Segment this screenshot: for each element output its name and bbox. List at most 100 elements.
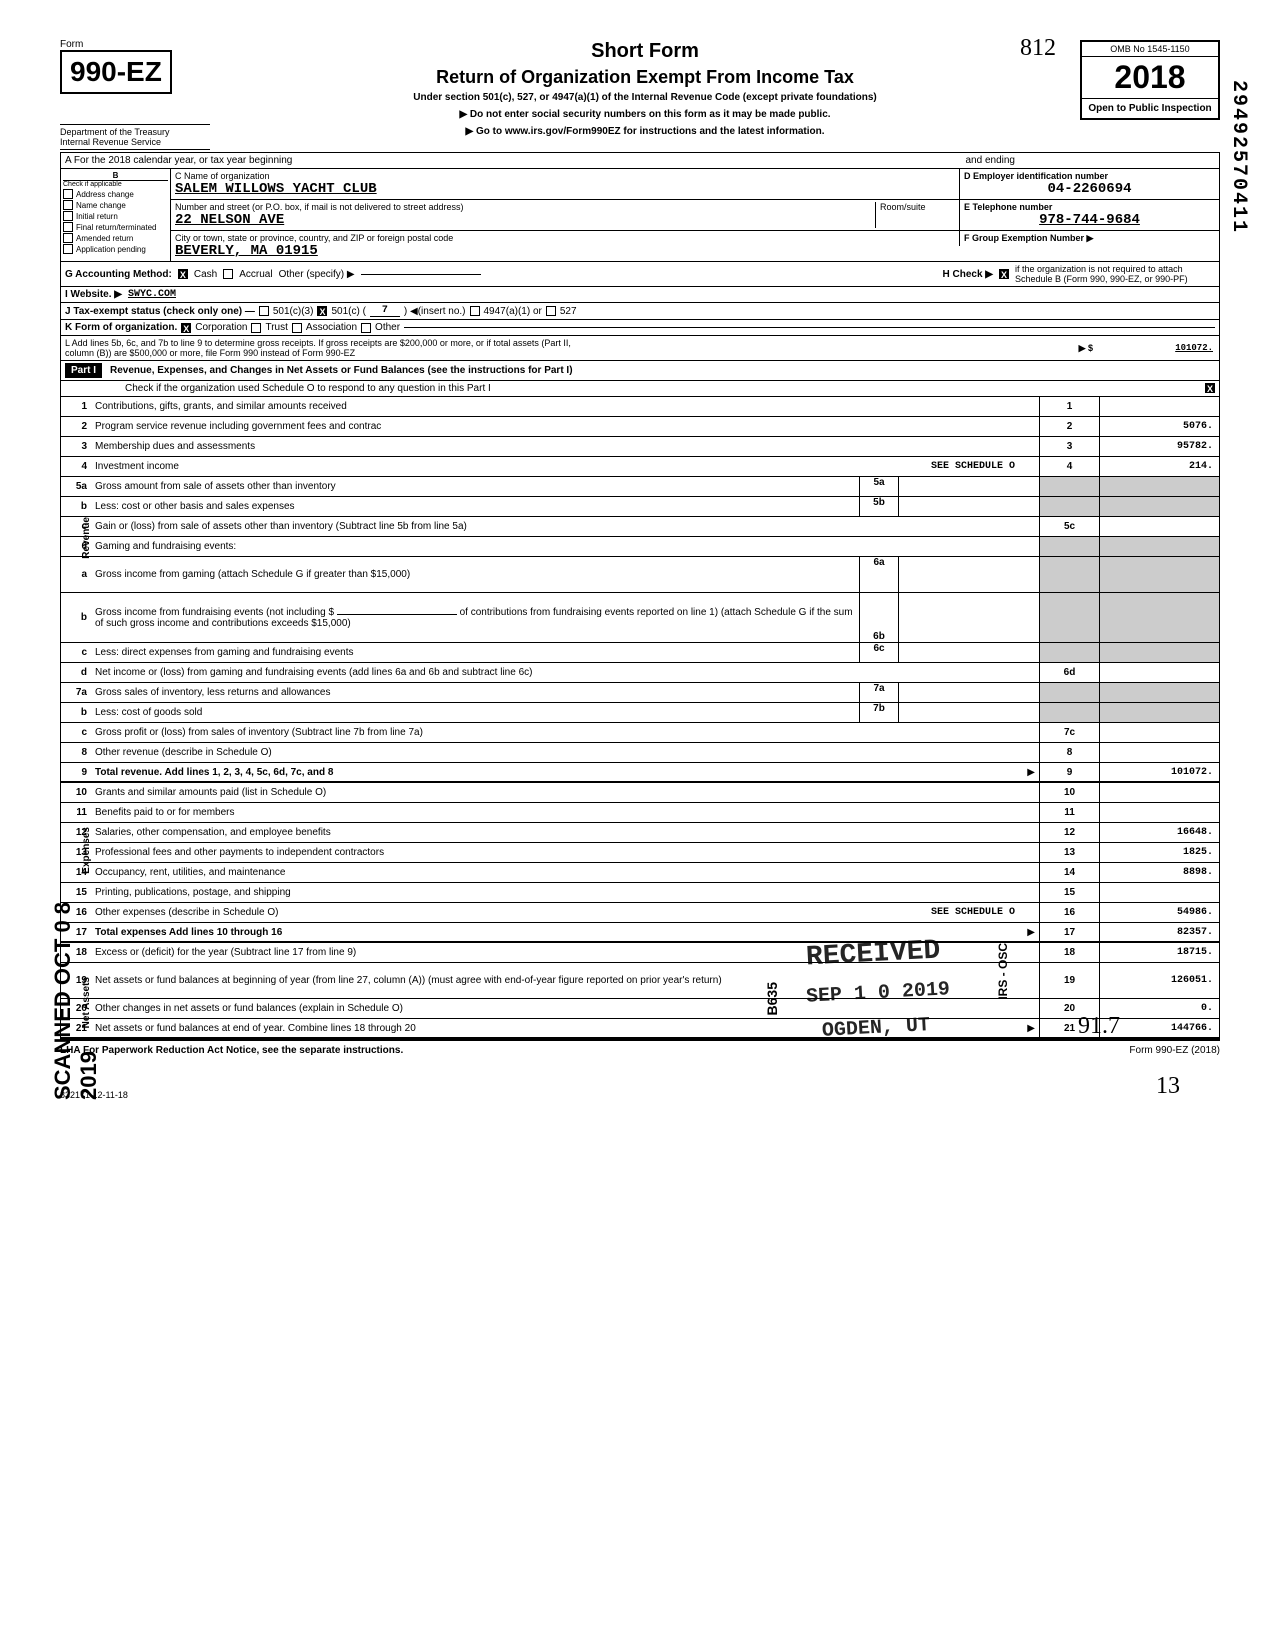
line-15: 15 Printing, publications, postage, and … — [61, 883, 1219, 903]
info-grid: B Check if applicable Address change Nam… — [60, 169, 1220, 262]
section-l: L Add lines 5b, 6c, and 7b to line 9 to … — [60, 336, 1220, 361]
checkbox-corporation[interactable]: X — [181, 323, 191, 333]
checkbox-initial-return[interactable] — [63, 211, 73, 221]
dept-label: Department of the Treasury Internal Reve… — [60, 124, 210, 150]
main-title: Return of Organization Exempt From Incom… — [210, 67, 1080, 88]
checkbox-501c3[interactable] — [259, 306, 269, 316]
section-f-label: F Group Exemption Number ▶ — [964, 233, 1215, 244]
line-7c: c Gross profit or (loss) from sales of i… — [61, 723, 1219, 743]
city-label: City or town, state or province, country… — [175, 233, 955, 243]
line-5b: b Less: cost or other basis and sales ex… — [61, 497, 1219, 517]
section-j: J Tax-exempt status (check only one) — 5… — [60, 303, 1220, 320]
checkbox-other-org[interactable] — [361, 323, 371, 333]
line-5c: c Gain or (loss) from sale of assets oth… — [61, 517, 1219, 537]
part1-check-row: Check if the organization used Schedule … — [60, 381, 1220, 397]
omb-number: OMB No 1545-1150 — [1082, 42, 1218, 57]
subtitle: Under section 501(c), 527, or 4947(a)(1)… — [210, 92, 1080, 103]
handwritten-page: 13 — [1156, 1073, 1180, 1100]
checkbox-cash[interactable]: X — [178, 269, 188, 279]
section-k: K Form of organization. X Corporation Tr… — [60, 320, 1220, 336]
website: SWYC.COM — [128, 289, 176, 300]
line-14-amount: 8898. — [1099, 863, 1219, 882]
line-17-amount: 82357. — [1099, 923, 1219, 941]
form-reference: Form 990-EZ (2018) — [1129, 1045, 1220, 1056]
line-17: 17 Total expenses Add lines 10 through 1… — [61, 923, 1219, 943]
line-18-amount: 18715. — [1099, 943, 1219, 962]
section-a: A For the 2018 calendar year, or tax yea… — [60, 152, 1220, 169]
line-16: 16 Other expenses (describe in Schedule … — [61, 903, 1219, 923]
line-2-amount: 5076. — [1099, 417, 1219, 436]
section-g-h: G Accounting Method: X Cash Accrual Othe… — [60, 262, 1220, 287]
paperwork-notice: LHA For Paperwork Reduction Act Notice, … — [60, 1045, 403, 1056]
form-prefix: Form — [60, 40, 210, 50]
line-14: 14 Occupancy, rent, utilities, and maint… — [61, 863, 1219, 883]
phone: 978-744-9684 — [964, 212, 1215, 228]
line-6b: b Gross income from fundraising events (… — [61, 593, 1219, 643]
side-document-number: 29492570411 — [1227, 80, 1250, 234]
line-2: 2 Program service revenue including gove… — [61, 417, 1219, 437]
checkbox-4947[interactable] — [470, 306, 480, 316]
revenue-label: Revenue — [81, 517, 92, 559]
line-4-amount: 214. — [1099, 457, 1219, 476]
handwritten-top: 812 — [1020, 35, 1056, 62]
line-13: 13 Professional fees and other payments … — [61, 843, 1219, 863]
form-number: 990-EZ — [60, 50, 172, 94]
section-a-label: A For the 2018 calendar year, or tax yea… — [65, 155, 966, 166]
checkbox-schedule-o[interactable]: X — [1205, 383, 1215, 393]
line-1: 1 Contributions, gifts, grants, and simi… — [61, 397, 1219, 417]
and-ending: and ending — [966, 155, 1016, 166]
line-6: 6 Gaming and fundraising events: — [61, 537, 1219, 557]
line-19-amount: 126051. — [1099, 963, 1219, 998]
line-19: 19 Net assets or fund balances at beginn… — [61, 963, 1219, 999]
checkbox-h[interactable]: X — [999, 269, 1009, 279]
line-6d: d Net income or (loss) from gaming and f… — [61, 663, 1219, 683]
line-16-amount: 54986. — [1099, 903, 1219, 922]
ein: 04-2260694 — [964, 181, 1215, 197]
short-form-title: Short Form — [210, 40, 1080, 63]
line-6a: a Gross income from gaming (attach Sched… — [61, 557, 1219, 593]
checkbox-name-change[interactable] — [63, 200, 73, 210]
goto-line: ▶ Go to www.irs.gov/Form990EZ for instru… — [210, 126, 1080, 137]
line-3-amount: 95782. — [1099, 437, 1219, 456]
street-label: Number and street (or P.O. box, if mail … — [175, 202, 875, 212]
org-name: SALEM WILLOWS YACHT CLUB — [175, 181, 955, 197]
year-box: OMB No 1545-1150 2018 Open to Public Ins… — [1080, 40, 1220, 120]
checkbox-amended-return[interactable] — [63, 233, 73, 243]
checkbox-final-return[interactable] — [63, 222, 73, 232]
line-5a: 5a Gross amount from sale of assets othe… — [61, 477, 1219, 497]
scanned-stamp: SCANNED OCT 0 8 2019 — [50, 890, 102, 1100]
checkbox-trust[interactable] — [251, 323, 261, 333]
room-label: Room/suite — [880, 202, 955, 212]
line-12: 12 Salaries, other compensation, and emp… — [61, 823, 1219, 843]
expenses-label: Expenses — [81, 827, 92, 874]
no-ssn-line: ▶ Do not enter social security numbers o… — [210, 109, 1080, 120]
line-3: 3 Membership dues and assessments 3 9578… — [61, 437, 1219, 457]
line-20: 20 Other changes in net assets or fund b… — [61, 999, 1219, 1019]
checkbox-527[interactable] — [546, 306, 556, 316]
checkbox-address-change[interactable] — [63, 189, 73, 199]
line-4: 4 Investment incomeSEE SCHEDULE O 4 214. — [61, 457, 1219, 477]
line-7b: b Less: cost of goods sold 7b — [61, 703, 1219, 723]
checkbox-501c[interactable]: X — [317, 306, 327, 316]
line-21: 21 Net assets or fund balances at end of… — [61, 1019, 1219, 1039]
part1-header: Part I Revenue, Expenses, and Changes in… — [60, 361, 1220, 381]
line-9: 9 Total revenue. Add lines 1, 2, 3, 4, 5… — [61, 763, 1219, 783]
line-18: 18 Excess or (deficit) for the year (Sub… — [61, 943, 1219, 963]
checkbox-accrual[interactable] — [223, 269, 233, 279]
line-13-amount: 1825. — [1099, 843, 1219, 862]
section-d-label: D Employer identification number — [964, 171, 1215, 181]
line-12-amount: 16648. — [1099, 823, 1219, 842]
b635-stamp: B635 — [764, 982, 780, 1015]
line-8: 8 Other revenue (describe in Schedule O)… — [61, 743, 1219, 763]
checkbox-association[interactable] — [292, 323, 302, 333]
line-10: 10 Grants and similar amounts paid (list… — [61, 783, 1219, 803]
checkbox-application-pending[interactable] — [63, 244, 73, 254]
handwritten-initials: 91.7 — [1078, 1013, 1120, 1040]
line-9-amount: 101072. — [1099, 763, 1219, 781]
line-7a: 7a Gross sales of inventory, less return… — [61, 683, 1219, 703]
open-public: Open to Public Inspection — [1082, 99, 1218, 118]
irs-stamp: IRS - OSC — [996, 943, 1010, 1000]
insert-number: 7 — [370, 305, 400, 317]
line-6c: c Less: direct expenses from gaming and … — [61, 643, 1219, 663]
section-e-label: E Telephone number — [964, 202, 1215, 212]
